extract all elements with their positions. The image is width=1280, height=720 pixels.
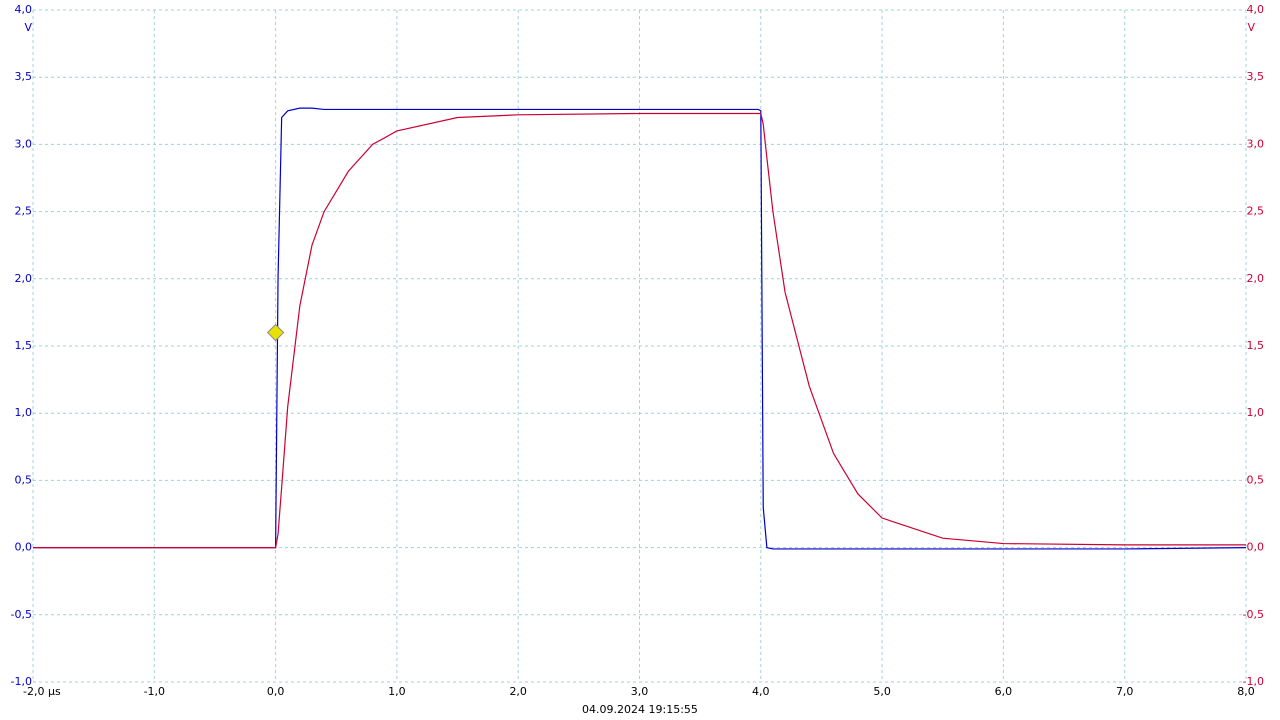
y2-tick-label: -1,0 [1243, 675, 1264, 688]
y-tick-label: 2,0 [15, 272, 33, 285]
y-tick-label: 3,0 [15, 137, 33, 150]
y2-tick-label: 0,5 [1247, 473, 1265, 486]
x-tick-label: 6,0 [995, 685, 1013, 698]
y-tick-label: 0,0 [15, 541, 33, 554]
x-tick-label: -1,0 [144, 685, 165, 698]
x-tick-label: 1,0 [388, 685, 406, 698]
y2-tick-label: 4,0 [1247, 3, 1265, 16]
timestamp: 04.09.2024 19:15:55 [582, 703, 698, 716]
y-tick-label: -0,5 [11, 608, 32, 621]
y-tick-label: 4,0 [15, 3, 33, 16]
x-tick-label: 0,0 [267, 685, 285, 698]
x-tick-label: 4,0 [752, 685, 770, 698]
x-tick-label: -2,0 µs [23, 685, 61, 698]
y-tick-label: 1,5 [15, 339, 33, 352]
trace [33, 112, 1246, 549]
y2-tick-label: 1,0 [1247, 406, 1265, 419]
y2-tick-label: 1,5 [1247, 339, 1265, 352]
y2-tick-label: 2,5 [1247, 205, 1265, 218]
y-tick-label: 0,5 [15, 473, 33, 486]
x-tick-label: 5,0 [873, 685, 891, 698]
x-tick-label: 7,0 [1116, 685, 1134, 698]
y-tick-label: -1,0 [11, 675, 32, 688]
y-tick-label: 2,5 [15, 205, 33, 218]
y2-tick-label: 3,5 [1247, 70, 1265, 83]
y-tick-label: 1,0 [15, 406, 33, 419]
x-tick-label: 3,0 [631, 685, 649, 698]
y2-tick-label: -0,5 [1243, 608, 1264, 621]
trace [33, 107, 1247, 550]
y2-tick-label: 0,0 [1247, 541, 1265, 554]
y2-unit: V [1247, 21, 1255, 34]
x-tick-label: 8,0 [1237, 685, 1255, 698]
x-tick-label: 2,0 [509, 685, 527, 698]
trigger-marker [266, 323, 285, 342]
y-unit: V [24, 21, 32, 34]
y2-tick-label: 3,0 [1247, 137, 1265, 150]
y-tick-label: 3,5 [15, 70, 33, 83]
y2-tick-label: 2,0 [1247, 272, 1265, 285]
